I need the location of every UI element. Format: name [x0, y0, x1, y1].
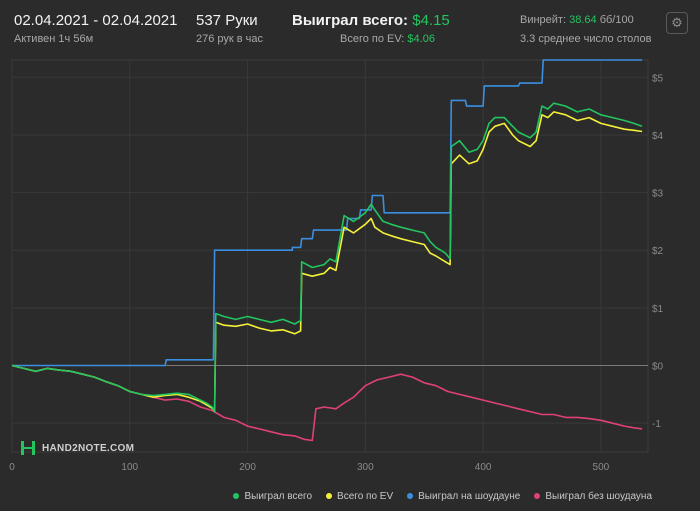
series-line-non-showdown [11, 364, 643, 442]
ev-total: Всего по EV: $4.06 [340, 33, 435, 45]
series-line-showdown [12, 59, 643, 367]
x-tick-label: 300 [357, 462, 374, 473]
tables-average: 3.3 среднее число столов [520, 33, 652, 45]
legend-item-non-showdown[interactable]: Выиграл без шоудауна [534, 491, 652, 502]
y-tick-label: $3 [652, 189, 664, 200]
winrate-unit: бб/100 [599, 14, 634, 26]
gear-icon[interactable]: ⚙ [666, 12, 688, 34]
legend-dot [407, 493, 414, 499]
logo-icon [21, 441, 35, 455]
y-tick-label: $4 [652, 131, 664, 142]
legend-item-ev[interactable]: Всего по EV [326, 491, 393, 502]
graph-area: 0 100 200 300 400 500 -1 $0 $1 $2 $3 $4 $5 [0, 52, 700, 477]
hands-per-hour: 276 рук в час [196, 33, 264, 45]
active-time: Активен 1ч 56м [14, 33, 94, 45]
won-total-value: $4.15 [412, 12, 450, 29]
winnings-chart: 0 100 200 300 400 500 -1 $0 $1 $2 $3 $4 $5 [9, 59, 664, 473]
x-tick-label: 500 [593, 462, 610, 473]
ev-total-value: $4.06 [407, 33, 435, 45]
legend-item-won[interactable]: Выиграл всего [233, 491, 312, 502]
legend-dot [326, 493, 333, 499]
chart-legend: Выиграл всего Всего по EV Выиграл на шоуда… [0, 486, 652, 506]
winrate: Винрейт: 38.64 бб/100 [520, 14, 634, 26]
ev-total-label: Всего по EV: [340, 33, 405, 45]
series-line-won [11, 102, 643, 413]
x-tick-label: 0 [9, 462, 15, 473]
stats-header: 02.04.2021 - 02.04.2021 Активен 1ч 56м 5… [0, 0, 700, 52]
y-tick-label: $5 [652, 73, 664, 84]
won-total-label: Выиграл всего: [292, 12, 409, 29]
logo: HAND2NOTE.COM [20, 440, 134, 456]
x-tick-label: 100 [121, 462, 138, 473]
plot-frame [11, 59, 649, 453]
won-total: Выиграл всего: $4.15 [292, 12, 450, 29]
legend-label: Выиграл без шоудауна [545, 490, 652, 502]
series-line-ev [11, 111, 643, 413]
x-tick-label: 200 [239, 462, 256, 473]
winrate-label: Винрейт: [520, 14, 567, 26]
legend-dot [233, 493, 240, 499]
legend-item-showdown[interactable]: Выиграл на шоудауне [407, 491, 520, 502]
legend-label: Выиграл на шоудауне [418, 490, 521, 502]
legend-dot [534, 493, 541, 499]
y-tick-label: -1 [652, 419, 661, 430]
legend-label: Выиграл всего [244, 490, 313, 502]
y-tick-label: $0 [652, 362, 664, 373]
date-range: 02.04.2021 - 02.04.2021 [14, 12, 178, 29]
y-tick-label: $1 [652, 304, 664, 315]
y-tick-label: $2 [652, 246, 664, 257]
logo-text: HAND2NOTE.COM [42, 442, 135, 454]
legend-label: Всего по EV [337, 490, 394, 502]
x-tick-label: 400 [475, 462, 492, 473]
winrate-value: 38.64 [569, 14, 597, 26]
hands-count: 537 Руки [196, 12, 258, 29]
